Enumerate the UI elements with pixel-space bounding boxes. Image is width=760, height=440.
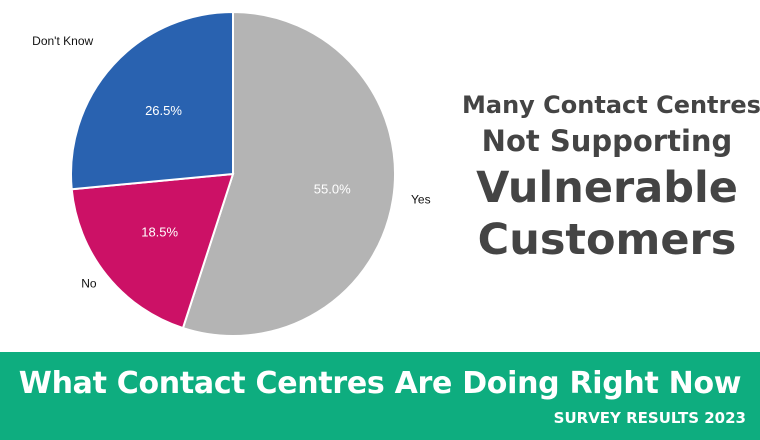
- category-label: Don't Know: [32, 34, 93, 48]
- category-label: Yes: [411, 192, 431, 206]
- value-label: 55.0%: [314, 182, 351, 197]
- banner-subtitle: SURVEY RESULTS 2023: [553, 409, 746, 427]
- headline-line-4: Customers: [477, 215, 737, 265]
- headline: Many Contact Centres Not Supporting Vuln…: [462, 88, 760, 266]
- headline-line-3: Vulnerable: [476, 163, 738, 213]
- pie-chart: 55.0% Yes 18.5% No 26.5% Don't Know: [32, 10, 431, 337]
- pie-slice-no: [70, 172, 235, 330]
- headline-line-2: Not Supporting: [481, 124, 733, 158]
- title-banner: What Contact Centres Are Doing Right Now…: [0, 352, 760, 440]
- pie-slice-yes: [181, 10, 396, 337]
- banner-title: What Contact Centres Are Doing Right Now: [18, 366, 742, 401]
- value-label: 26.5%: [145, 103, 182, 118]
- value-label: 18.5%: [141, 225, 178, 240]
- headline-line-1: Many Contact Centres: [462, 91, 760, 119]
- category-label: No: [81, 276, 97, 290]
- pie-slice-don-t-know: [70, 10, 234, 191]
